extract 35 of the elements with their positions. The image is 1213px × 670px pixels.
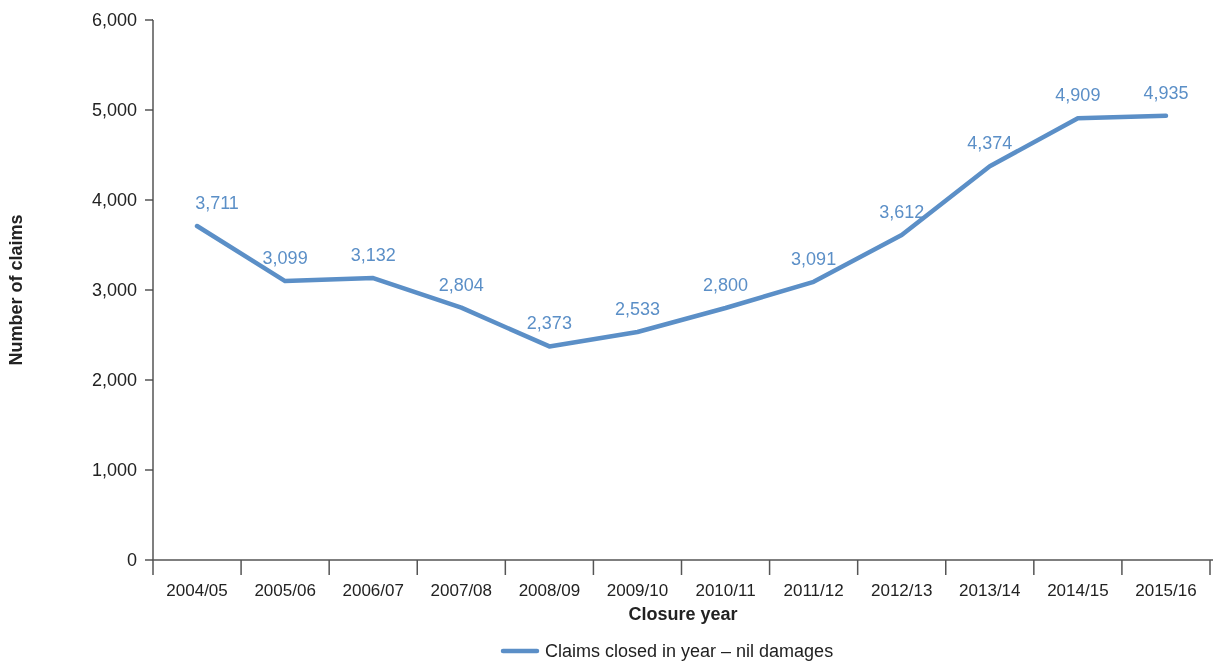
data-label: 3,711 <box>195 193 239 214</box>
data-label: 4,935 <box>1143 82 1189 103</box>
x-tick-label: 2012/13 <box>870 580 933 600</box>
x-tick-label: 2004/05 <box>166 580 228 600</box>
data-label: 3,132 <box>350 245 396 266</box>
data-label: 2,804 <box>438 274 484 295</box>
x-tick-label: 2010/11 <box>695 580 756 600</box>
y-axis-title: Number of claims <box>6 214 26 366</box>
data-label: 3,099 <box>262 248 308 269</box>
data-label: 4,909 <box>1055 85 1101 106</box>
data-label: 2,533 <box>614 299 660 320</box>
data-label: 4,374 <box>967 133 1013 154</box>
x-tick-label: 2005/06 <box>254 580 316 600</box>
x-axis-title: Closure year <box>628 604 738 624</box>
x-tick-label: 2009/10 <box>606 580 669 600</box>
x-tick-label: 2015/16 <box>1135 580 1197 600</box>
data-label: 2,373 <box>526 313 572 334</box>
y-tick-label: 4,000 <box>91 190 137 211</box>
data-label: 2,800 <box>703 275 749 295</box>
x-tick-label: 2014/15 <box>1047 580 1109 600</box>
y-tick-label: 6,000 <box>91 10 137 31</box>
x-tick-label: 2011/12 <box>783 580 844 600</box>
y-tick-label: 0 <box>126 550 137 571</box>
x-tick-label: 2006/07 <box>342 580 404 600</box>
data-label: 3,612 <box>879 201 925 222</box>
y-tick-label: 1,000 <box>91 460 137 481</box>
y-tick-label: 3,000 <box>91 280 137 301</box>
y-tick-label: 2,000 <box>91 370 137 391</box>
x-tick-label: 2008/09 <box>518 580 581 600</box>
x-tick-label: 2013/14 <box>959 580 1021 600</box>
x-tick-label: 2007/08 <box>430 580 493 600</box>
line-series <box>194 113 1169 349</box>
legend-label: Claims closed in year – nil damages <box>545 641 834 661</box>
y-tick-label: 5,000 <box>91 100 137 121</box>
data-label: 3,091 <box>791 248 837 269</box>
